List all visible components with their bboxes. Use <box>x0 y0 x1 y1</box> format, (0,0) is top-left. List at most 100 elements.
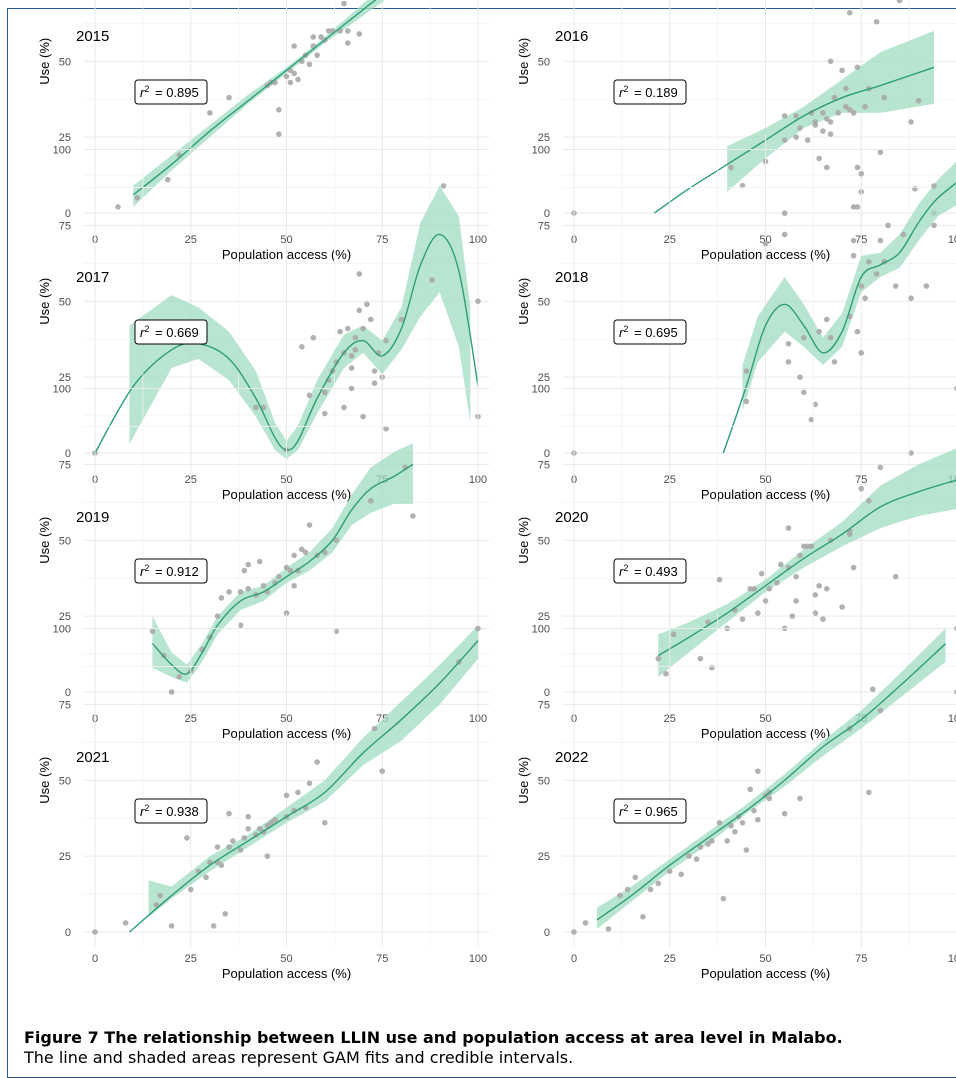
data-point <box>230 838 236 844</box>
data-point <box>816 155 822 162</box>
data-point <box>850 204 857 210</box>
y-tick-label: 25 <box>538 372 550 384</box>
y-tick-label: 0 <box>65 448 71 460</box>
data-point <box>264 853 271 859</box>
data-point <box>647 886 654 893</box>
data-point <box>314 52 320 58</box>
data-point <box>839 604 845 610</box>
panel-title: 2018 <box>555 269 588 286</box>
r-squared-box <box>134 798 208 824</box>
data-point <box>743 847 750 853</box>
confidence-band <box>152 443 413 683</box>
data-point <box>793 598 799 604</box>
data-point <box>850 252 857 259</box>
data-point <box>241 567 248 574</box>
x-tick-label: 0 <box>92 953 98 965</box>
data-point <box>287 567 294 574</box>
data-point <box>785 340 792 347</box>
data-point <box>797 795 803 802</box>
data-point <box>812 401 819 408</box>
data-point <box>854 328 861 335</box>
data-point <box>226 844 232 850</box>
data-point <box>122 920 129 926</box>
data-point <box>295 789 301 796</box>
data-point <box>885 222 891 229</box>
y-tick-label: 50 <box>59 535 71 547</box>
data-point <box>306 61 313 68</box>
data-point <box>245 561 251 568</box>
data-point <box>276 107 282 113</box>
data-point <box>762 240 769 247</box>
data-point <box>789 613 796 619</box>
data-point <box>816 328 822 335</box>
data-point <box>797 552 803 559</box>
data-point <box>241 835 248 841</box>
data-point <box>858 283 865 289</box>
data-point <box>475 625 481 632</box>
data-point <box>655 880 662 887</box>
data-point <box>797 125 803 131</box>
data-point <box>605 926 612 932</box>
y-tick-label: 75 <box>59 459 71 471</box>
x-tick-label: 25 <box>185 953 197 965</box>
data-point <box>632 874 639 881</box>
data-point <box>207 110 213 116</box>
data-point <box>344 40 351 46</box>
x-tick-label: 100 <box>469 953 487 965</box>
data-point <box>808 543 815 550</box>
data-point <box>371 725 378 732</box>
data-point <box>866 789 872 796</box>
data-point <box>854 204 861 210</box>
x-tick-label: 75 <box>376 953 388 965</box>
data-point <box>367 316 374 323</box>
data-point <box>843 103 849 110</box>
data-point <box>823 164 830 171</box>
data-point <box>333 537 340 544</box>
fit-line <box>151 463 414 675</box>
data-point <box>571 929 577 935</box>
data-point <box>168 689 175 695</box>
data-point <box>617 892 623 899</box>
data-point <box>747 786 753 793</box>
data-point <box>222 910 229 917</box>
data-point <box>873 271 880 277</box>
data-point <box>866 258 872 265</box>
data-point <box>655 655 662 662</box>
data-point <box>923 283 930 289</box>
data-point <box>858 485 865 492</box>
r-squared-symbol: r2 <box>140 803 149 819</box>
data-point <box>253 404 259 411</box>
data-point <box>908 119 914 125</box>
r-squared-value: = 0.912 <box>155 564 199 579</box>
r-squared-value: = 0.965 <box>634 804 678 819</box>
data-point <box>751 586 757 592</box>
r-squared-symbol: r2 <box>140 324 149 340</box>
r-squared-symbol: r2 <box>140 84 149 100</box>
data-point <box>835 110 842 116</box>
data-point <box>283 564 290 571</box>
data-point <box>153 901 160 908</box>
x-tick-label: 0 <box>571 953 577 965</box>
data-point <box>306 780 313 787</box>
y-axis-label: Use (%) <box>37 38 52 85</box>
data-point <box>785 359 792 365</box>
data-point <box>176 674 183 680</box>
y-axis-label: Use (%) <box>516 278 531 325</box>
confidence-band <box>742 161 956 411</box>
data-point <box>283 610 290 616</box>
data-point <box>747 586 753 592</box>
data-point <box>371 368 378 374</box>
y-tick-label: 0 <box>544 448 550 460</box>
data-point <box>823 116 830 122</box>
data-point <box>801 543 807 550</box>
y-axis-label: Use (%) <box>516 757 531 804</box>
panel-title: 2021 <box>76 749 109 766</box>
data-point <box>245 586 251 592</box>
r-squared-value: = 0.189 <box>634 85 678 100</box>
r-squared-box <box>613 558 687 584</box>
y-tick-label: 100 <box>532 624 550 636</box>
x-tick-label: 50 <box>280 953 292 965</box>
fit-line <box>657 479 956 657</box>
data-point <box>322 410 328 417</box>
data-point <box>892 283 899 289</box>
